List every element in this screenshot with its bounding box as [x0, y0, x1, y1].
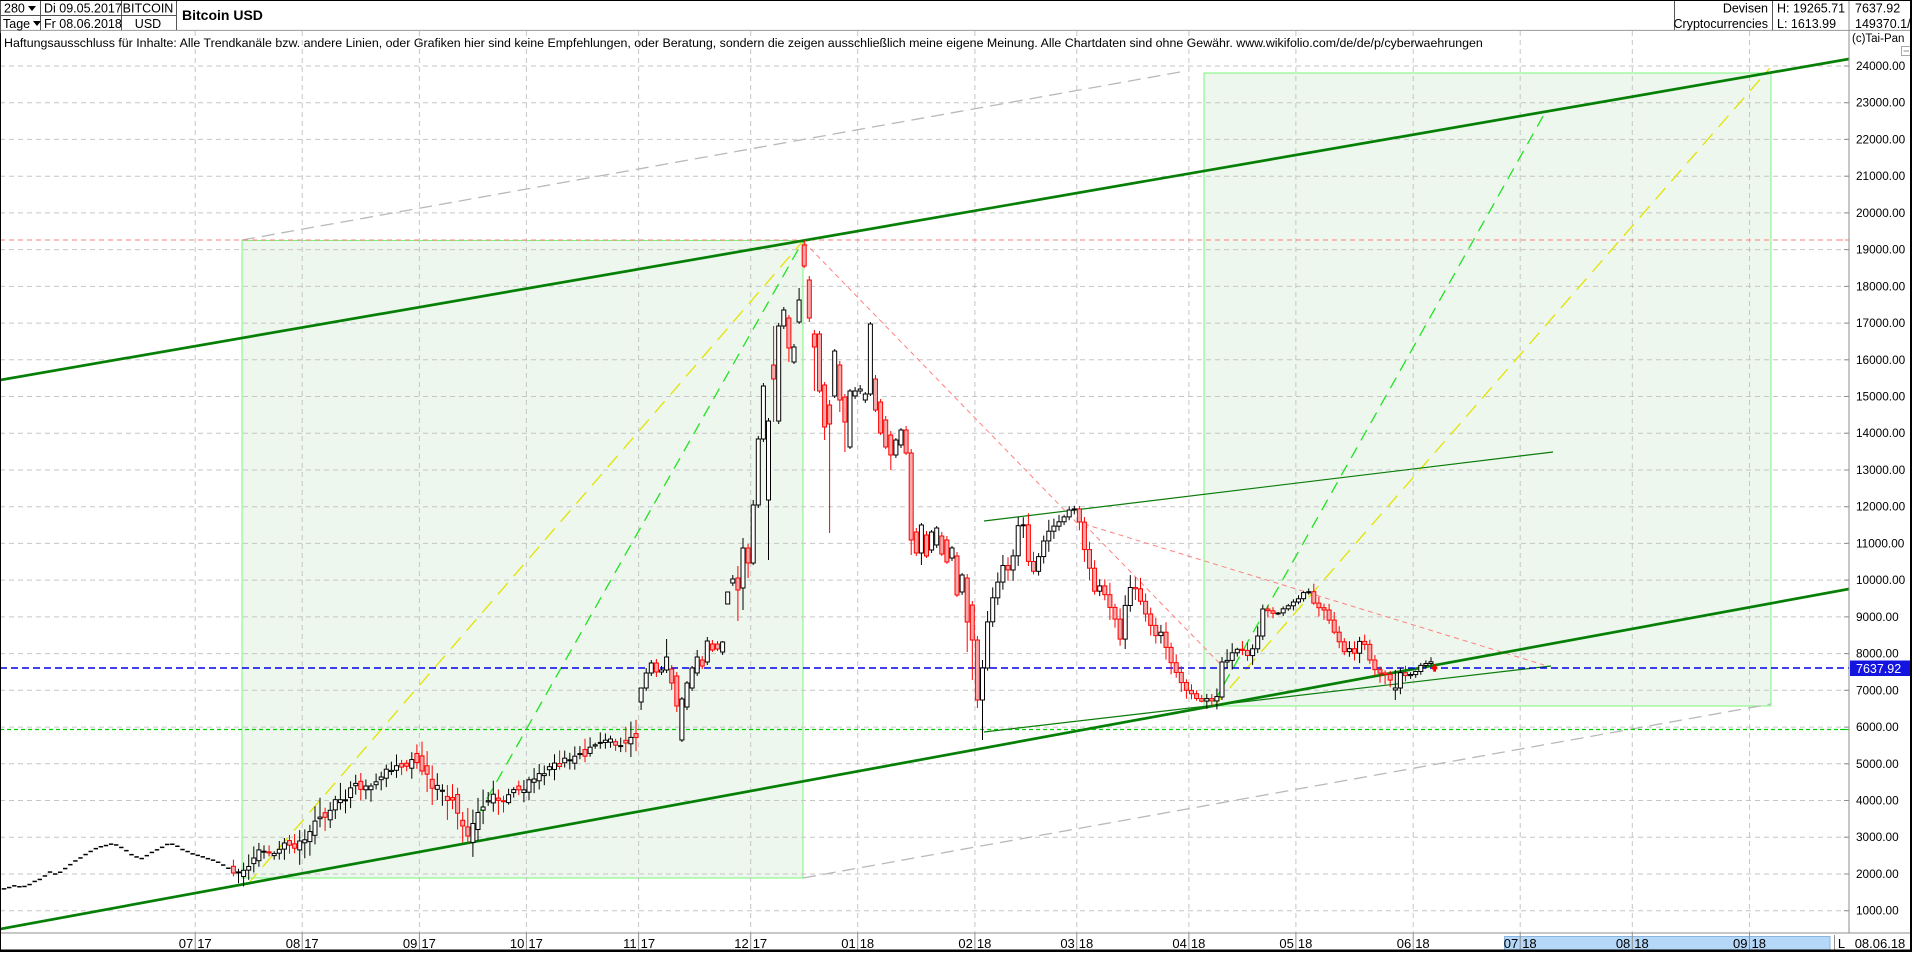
svg-text:17: 17: [197, 936, 211, 951]
svg-text:18: 18: [1522, 936, 1536, 951]
svg-text:12: 12: [734, 936, 748, 951]
svg-text:24000.00: 24000.00: [1856, 59, 1906, 73]
svg-text:17: 17: [304, 936, 318, 951]
svg-text:23000.00: 23000.00: [1856, 96, 1906, 110]
svg-text:08: 08: [1616, 936, 1630, 951]
svg-text:5000.00: 5000.00: [1856, 757, 1899, 771]
svg-text:18: 18: [977, 936, 991, 951]
svg-text:11000.00: 11000.00: [1856, 536, 1905, 550]
svg-text:17: 17: [753, 936, 767, 951]
svg-text:18: 18: [1079, 936, 1093, 951]
svg-text:Cryptocurrencies: Cryptocurrencies: [1674, 17, 1768, 31]
svg-text:Haftungsausschluss für Inhalte: Haftungsausschluss für Inhalte: Alle Tre…: [4, 36, 1483, 50]
svg-text:21000.00: 21000.00: [1856, 169, 1906, 183]
svg-text:05: 05: [1279, 936, 1293, 951]
svg-text:USD: USD: [135, 17, 161, 31]
svg-text:6000.00: 6000.00: [1856, 720, 1899, 734]
svg-text:12000.00: 12000.00: [1856, 500, 1906, 514]
svg-text:H: 19265.71: H: 19265.71: [1777, 2, 1845, 16]
svg-text:18000.00: 18000.00: [1856, 279, 1906, 293]
svg-text:17000.00: 17000.00: [1856, 316, 1906, 330]
svg-text:06: 06: [1397, 936, 1411, 951]
svg-text:22000.00: 22000.00: [1856, 132, 1906, 146]
svg-text:280: 280: [4, 2, 25, 16]
svg-text:Tage: Tage: [3, 17, 30, 31]
svg-text:Di 09.05.2017: Di 09.05.2017: [44, 2, 122, 16]
svg-text:18: 18: [1634, 936, 1648, 951]
svg-text:9000.00: 9000.00: [1856, 610, 1899, 624]
svg-text:20000.00: 20000.00: [1856, 206, 1906, 220]
svg-text:09: 09: [403, 936, 417, 951]
svg-text:09: 09: [1733, 936, 1747, 951]
svg-text:18: 18: [860, 936, 874, 951]
svg-text:(c)Tai-Pan: (c)Tai-Pan: [1852, 33, 1904, 45]
svg-text:4000.00: 4000.00: [1856, 794, 1899, 808]
svg-text:7637.92: 7637.92: [1855, 2, 1900, 16]
svg-text:04: 04: [1172, 936, 1186, 951]
svg-text:7637.92: 7637.92: [1856, 662, 1901, 676]
svg-text:L: 1613.99: L: 1613.99: [1777, 17, 1836, 31]
svg-text:07: 07: [1504, 936, 1518, 951]
svg-text:03: 03: [1060, 936, 1074, 951]
svg-text:17: 17: [421, 936, 435, 951]
svg-text:10: 10: [510, 936, 524, 951]
svg-text:L: L: [1838, 936, 1845, 951]
svg-text:Devisen: Devisen: [1723, 2, 1768, 16]
svg-text:16000.00: 16000.00: [1856, 353, 1906, 367]
svg-text:18: 18: [1415, 936, 1429, 951]
svg-text:Bitcoin USD: Bitcoin USD: [182, 7, 263, 23]
svg-text:149370.1/: 149370.1/: [1855, 17, 1911, 31]
svg-text:17: 17: [641, 936, 655, 951]
svg-text:1000.00: 1000.00: [1856, 904, 1899, 918]
svg-text:Fr 08.06.2018: Fr 08.06.2018: [44, 17, 122, 31]
svg-text:13000.00: 13000.00: [1856, 463, 1906, 477]
svg-text:7000.00: 7000.00: [1856, 683, 1899, 697]
svg-text:3000.00: 3000.00: [1856, 830, 1899, 844]
svg-text:08.06.18: 08.06.18: [1855, 936, 1906, 951]
svg-text:BITCOIN: BITCOIN: [123, 2, 174, 16]
svg-text:17: 17: [528, 936, 542, 951]
svg-text:02: 02: [958, 936, 972, 951]
svg-text:8000.00: 8000.00: [1856, 647, 1899, 661]
svg-text:10000.00: 10000.00: [1856, 573, 1906, 587]
svg-text:08: 08: [286, 936, 300, 951]
svg-text:01: 01: [841, 936, 855, 951]
svg-text:19000.00: 19000.00: [1856, 243, 1906, 257]
svg-text:11: 11: [623, 936, 637, 951]
svg-text:14000.00: 14000.00: [1856, 426, 1906, 440]
svg-text:07: 07: [179, 936, 193, 951]
svg-text:18: 18: [1298, 936, 1312, 951]
svg-text:18: 18: [1752, 936, 1766, 951]
svg-text:18: 18: [1191, 936, 1205, 951]
svg-text:15000.00: 15000.00: [1856, 390, 1906, 404]
svg-text:2000.00: 2000.00: [1856, 867, 1899, 881]
